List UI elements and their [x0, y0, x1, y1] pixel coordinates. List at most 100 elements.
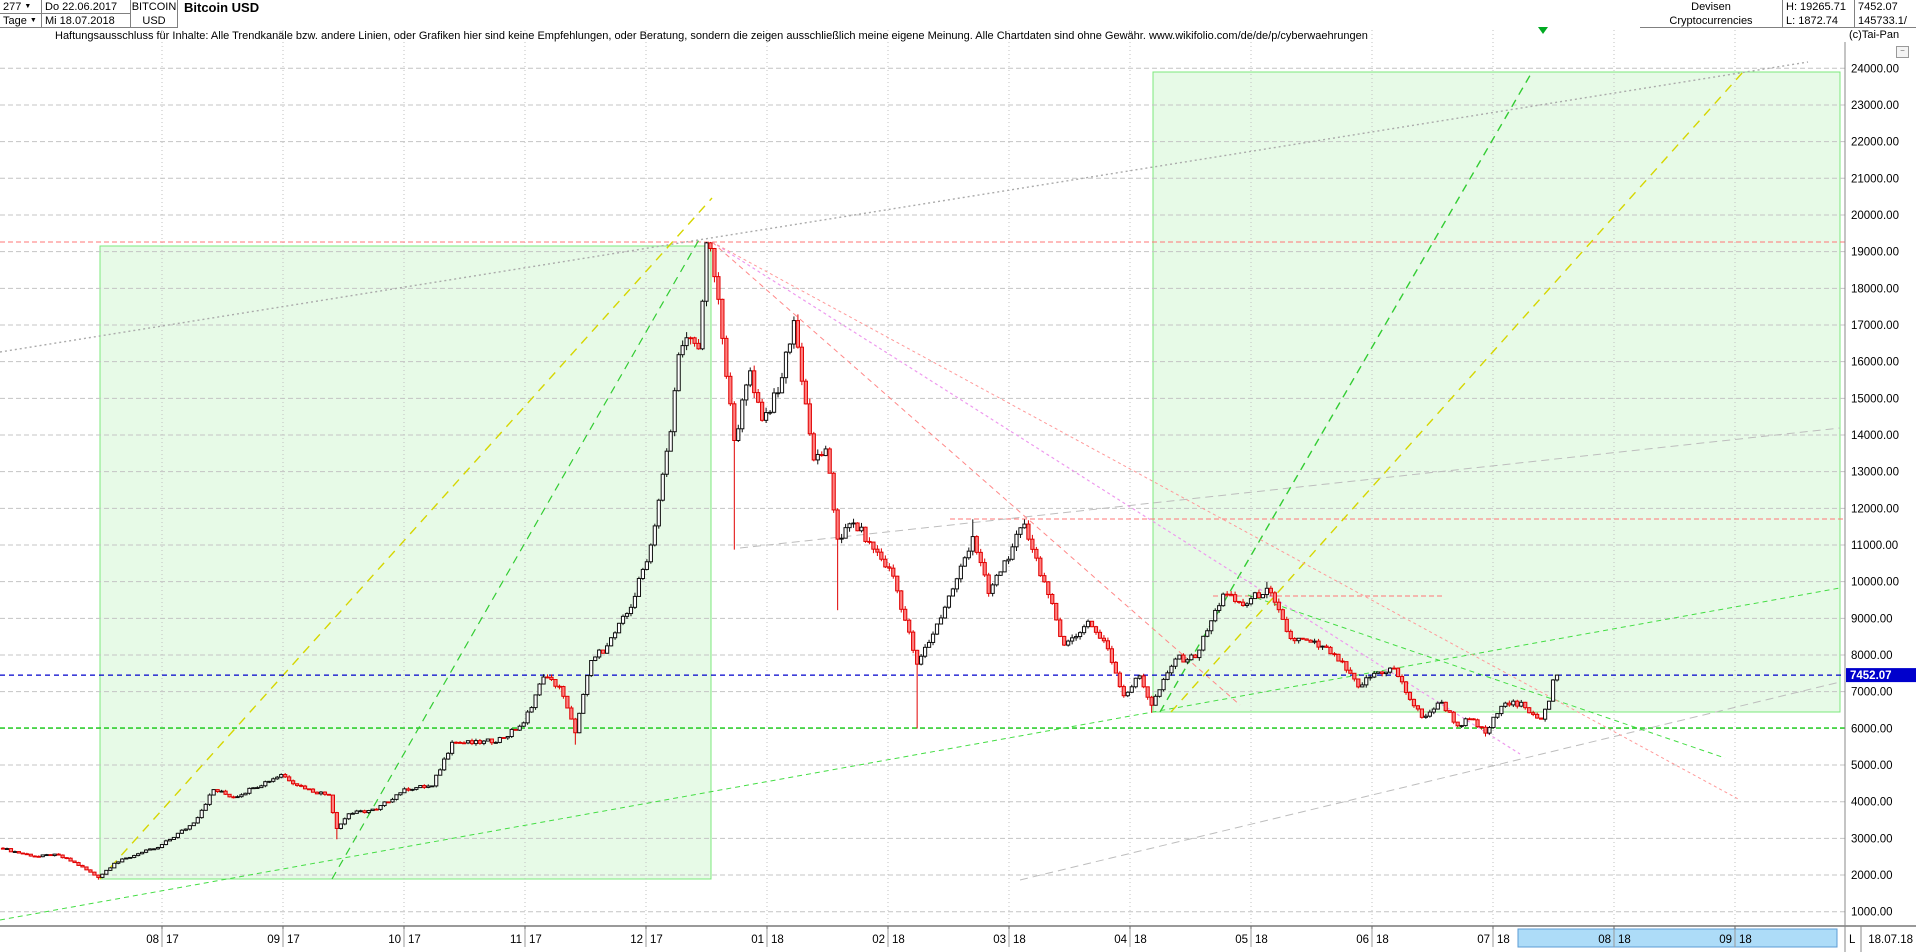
candle-body — [636, 578, 642, 597]
candle-body — [275, 776, 280, 780]
price-axis-label: 12000.00 — [1851, 503, 1899, 515]
candle-body — [56, 853, 61, 856]
candle-body — [1125, 691, 1130, 697]
green-fan-left-box[interactable] — [331, 237, 701, 880]
green-steep-right-box[interactable] — [1159, 71, 1533, 713]
price-axis-label: 20000.00 — [1851, 210, 1899, 222]
candle-body — [974, 536, 979, 553]
candle-body — [4, 848, 10, 850]
candle-body — [811, 433, 816, 461]
bars-count-dropdown[interactable]: 277 ▼ — [0, 0, 42, 14]
candle-body — [1161, 678, 1166, 691]
candle-body — [16, 851, 21, 854]
candle-body — [171, 836, 177, 840]
candle-body — [978, 551, 983, 564]
candle-body — [652, 525, 657, 546]
candle-body — [783, 351, 789, 379]
candle-body — [569, 707, 574, 720]
candle-body — [855, 522, 860, 532]
candle-body — [485, 738, 490, 742]
green-support-long[interactable] — [0, 587, 1841, 921]
candle-body — [827, 448, 832, 474]
candle-body — [712, 247, 717, 278]
candle-body — [1097, 631, 1103, 639]
candle-body — [267, 780, 272, 783]
date-to-field[interactable]: Mi 18.07.2018 — [42, 14, 131, 28]
candle-body — [426, 785, 431, 788]
candle-body — [318, 791, 324, 795]
candle-body — [605, 645, 610, 654]
candle-body — [1217, 605, 1222, 611]
month-label: 07 — [1477, 934, 1490, 946]
candle-body — [1491, 716, 1496, 729]
price-axis-label: 10000.00 — [1851, 577, 1899, 589]
candle-body — [1459, 725, 1464, 727]
period-low-cell: L: 1872.74 — [1783, 14, 1855, 28]
candle-body — [1391, 667, 1397, 670]
candle-body — [1010, 546, 1015, 560]
green-downtrend-right[interactable] — [1247, 594, 1726, 759]
candle-body — [195, 817, 200, 824]
candle-body — [787, 343, 793, 353]
candle-body — [756, 392, 761, 403]
candle-body — [779, 377, 785, 394]
candle-body — [593, 656, 598, 662]
time-axis-highlight[interactable] — [1517, 928, 1838, 948]
candle-body — [1431, 708, 1436, 713]
candle-body — [1248, 598, 1254, 605]
yellow-fan-left-box[interactable] — [99, 197, 713, 880]
candle-body — [942, 606, 948, 619]
candle-body — [251, 787, 256, 790]
candle-body — [1101, 637, 1107, 642]
candle-body — [52, 853, 57, 857]
candle-body — [1229, 593, 1234, 596]
chart-title: Bitcoin USD — [184, 0, 260, 15]
candle-body — [461, 742, 467, 745]
candle-body — [1336, 653, 1341, 662]
candle-body — [1236, 600, 1242, 603]
candle-body — [151, 848, 157, 851]
price-axis-label: 6000.00 — [1851, 723, 1893, 735]
candle-body — [791, 320, 797, 345]
candle-body — [1050, 594, 1055, 604]
candle-body — [326, 793, 332, 796]
candle-body — [1133, 677, 1138, 688]
gray-dotted-long-uptrend[interactable] — [0, 61, 1809, 353]
date-from-field[interactable]: Do 22.06.2017 — [42, 0, 131, 14]
candle-body — [970, 536, 975, 552]
market-subcategory-cell: Cryptocurrencies — [1640, 14, 1783, 28]
candle-body — [140, 851, 145, 855]
candle-body — [1388, 667, 1393, 673]
candle-body — [1451, 711, 1456, 723]
candle-body — [525, 711, 530, 724]
candle-body — [1252, 592, 1258, 600]
candle-body — [1201, 635, 1206, 651]
price-axis-label: 8000.00 — [1851, 650, 1893, 662]
candle-body — [1447, 710, 1452, 713]
candle-body — [692, 337, 697, 344]
year-label: 18 — [1618, 934, 1631, 946]
red-fan-from-peak-steep[interactable] — [711, 241, 1241, 706]
price-axis-label: 19000.00 — [1851, 247, 1899, 259]
candle-body — [549, 676, 554, 681]
candle-body — [736, 428, 741, 441]
collapse-icon[interactable]: − — [1896, 46, 1909, 58]
year-label: 17 — [529, 934, 542, 946]
disclaimer-row: Haftungsausschluss für Inhalte: Alle Tre… — [0, 28, 1845, 43]
candle-body — [76, 862, 81, 866]
candle-body — [1121, 686, 1126, 697]
candle-body — [231, 796, 236, 799]
red-fan-from-peak-shallow[interactable] — [711, 241, 1741, 801]
candle-body — [215, 789, 220, 793]
candle-body — [314, 791, 320, 795]
candle-body — [553, 679, 558, 687]
price-axis-label: 15000.00 — [1851, 393, 1899, 405]
candle-body — [410, 788, 415, 791]
candle-body — [302, 785, 308, 790]
candle-body — [1499, 705, 1504, 715]
gray-dashed-low-uptrend[interactable] — [1019, 681, 1841, 881]
candle-body — [1165, 672, 1170, 680]
period-dropdown[interactable]: Tage ▼ — [0, 14, 42, 28]
month-label: 12 — [630, 934, 643, 946]
